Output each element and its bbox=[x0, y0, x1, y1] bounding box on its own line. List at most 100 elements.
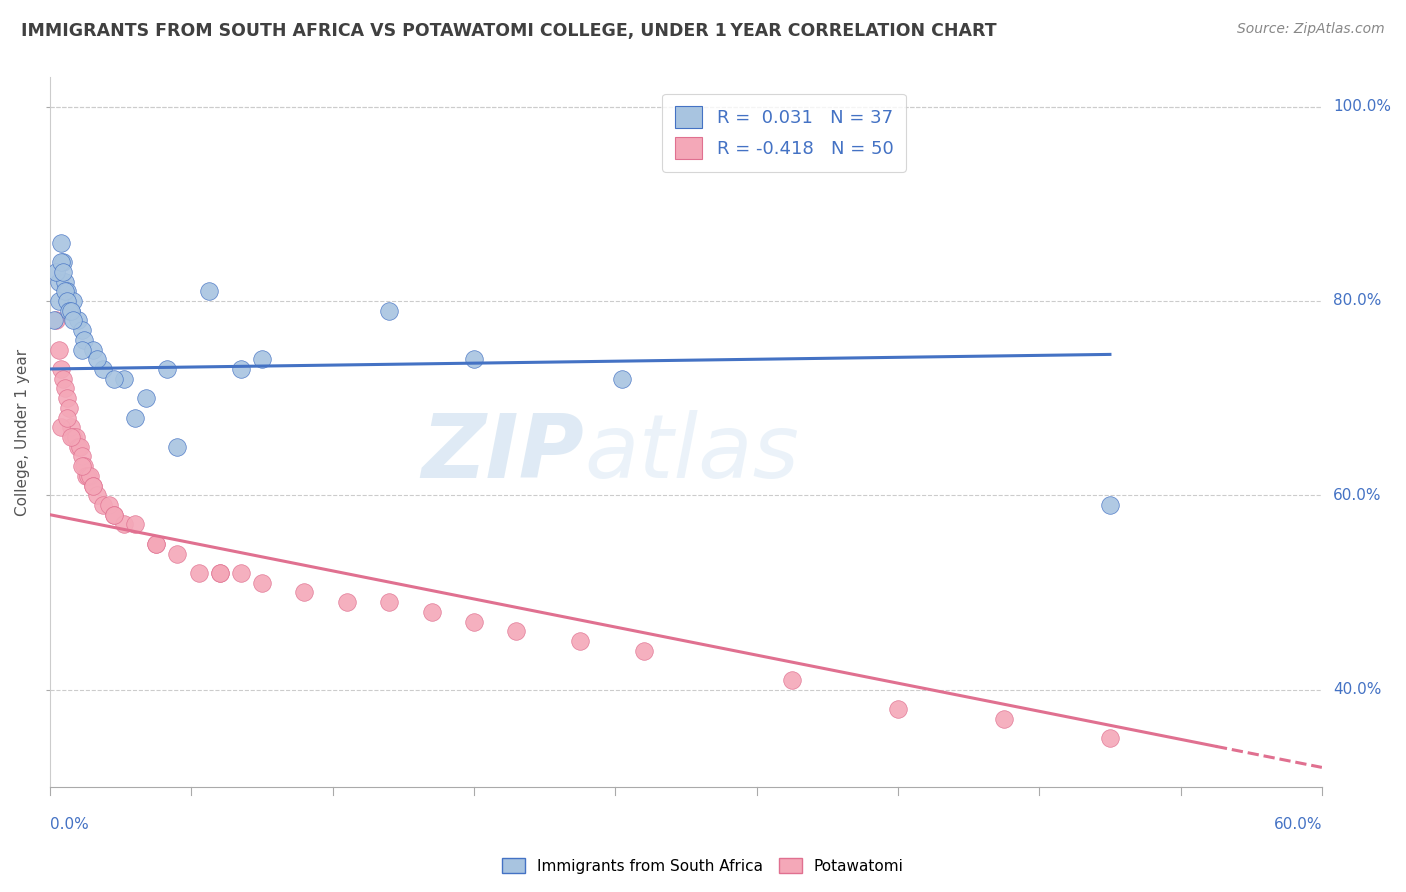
Point bbox=[56, 410, 79, 425]
Point bbox=[91, 362, 114, 376]
Text: atlas: atlas bbox=[585, 410, 799, 497]
Point bbox=[62, 430, 84, 444]
Point bbox=[60, 430, 83, 444]
Point bbox=[70, 323, 93, 337]
Point bbox=[250, 575, 273, 590]
Legend: R =  0.031   N = 37, R = -0.418   N = 50: R = 0.031 N = 37, R = -0.418 N = 50 bbox=[662, 94, 905, 172]
Point bbox=[103, 372, 125, 386]
Point bbox=[156, 362, 179, 376]
Point bbox=[49, 255, 72, 269]
Legend: Immigrants from South Africa, Potawatomi: Immigrants from South Africa, Potawatomi bbox=[496, 852, 910, 880]
Point bbox=[993, 712, 1015, 726]
Point bbox=[378, 595, 401, 609]
Point bbox=[612, 372, 634, 386]
Point bbox=[52, 265, 75, 279]
Point bbox=[166, 547, 188, 561]
Point bbox=[505, 624, 527, 639]
Point bbox=[77, 468, 100, 483]
Point bbox=[49, 235, 72, 250]
Point bbox=[198, 284, 221, 298]
Point bbox=[633, 644, 655, 658]
Text: 80.0%: 80.0% bbox=[1333, 293, 1381, 309]
Text: 0.0%: 0.0% bbox=[51, 817, 89, 832]
Point bbox=[73, 333, 96, 347]
Point bbox=[75, 468, 97, 483]
Point bbox=[60, 303, 83, 318]
Point bbox=[70, 459, 93, 474]
Point bbox=[56, 284, 79, 298]
Point bbox=[70, 450, 93, 464]
Text: 40.0%: 40.0% bbox=[1333, 682, 1381, 698]
Point bbox=[52, 372, 75, 386]
Point bbox=[52, 255, 75, 269]
Point bbox=[1098, 731, 1121, 746]
Point bbox=[134, 391, 156, 405]
Point bbox=[65, 430, 87, 444]
Point bbox=[45, 313, 67, 327]
Point bbox=[336, 595, 359, 609]
Point bbox=[62, 313, 84, 327]
Point bbox=[44, 313, 66, 327]
Text: ZIP: ZIP bbox=[422, 410, 585, 497]
Point bbox=[48, 275, 70, 289]
Point bbox=[145, 537, 167, 551]
Point bbox=[103, 508, 125, 522]
Text: IMMIGRANTS FROM SOUTH AFRICA VS POTAWATOMI COLLEGE, UNDER 1 YEAR CORRELATION CHA: IMMIGRANTS FROM SOUTH AFRICA VS POTAWATO… bbox=[21, 22, 997, 40]
Point bbox=[187, 566, 209, 580]
Point bbox=[73, 459, 96, 474]
Point bbox=[463, 615, 485, 629]
Point bbox=[62, 293, 84, 308]
Point bbox=[378, 303, 401, 318]
Point bbox=[82, 478, 104, 492]
Point bbox=[1098, 498, 1121, 512]
Point bbox=[82, 343, 104, 357]
Point bbox=[569, 634, 592, 648]
Point bbox=[48, 293, 70, 308]
Point bbox=[86, 352, 108, 367]
Point bbox=[112, 517, 135, 532]
Point bbox=[250, 352, 273, 367]
Point bbox=[48, 343, 70, 357]
Point bbox=[69, 440, 91, 454]
Point bbox=[66, 313, 89, 327]
Point bbox=[58, 303, 80, 318]
Point bbox=[103, 508, 125, 522]
Point bbox=[66, 440, 89, 454]
Point bbox=[53, 275, 76, 289]
Text: 60.0%: 60.0% bbox=[1274, 817, 1322, 832]
Point bbox=[58, 401, 80, 415]
Point bbox=[208, 566, 231, 580]
Point bbox=[124, 410, 146, 425]
Point bbox=[60, 420, 83, 434]
Point bbox=[463, 352, 485, 367]
Point bbox=[60, 303, 83, 318]
Point bbox=[166, 440, 188, 454]
Point bbox=[294, 585, 316, 599]
Y-axis label: College, Under 1 year: College, Under 1 year bbox=[15, 349, 30, 516]
Point bbox=[53, 284, 76, 298]
Point bbox=[780, 673, 803, 687]
Point bbox=[208, 566, 231, 580]
Text: Source: ZipAtlas.com: Source: ZipAtlas.com bbox=[1237, 22, 1385, 37]
Point bbox=[112, 372, 135, 386]
Point bbox=[45, 265, 67, 279]
Point bbox=[124, 517, 146, 532]
Point bbox=[56, 391, 79, 405]
Point bbox=[86, 488, 108, 502]
Point bbox=[98, 498, 121, 512]
Point bbox=[229, 566, 252, 580]
Point bbox=[53, 381, 76, 395]
Point bbox=[82, 478, 104, 492]
Point bbox=[91, 498, 114, 512]
Point bbox=[229, 362, 252, 376]
Text: 100.0%: 100.0% bbox=[1333, 99, 1391, 114]
Point bbox=[79, 468, 101, 483]
Point bbox=[887, 702, 910, 716]
Point bbox=[49, 362, 72, 376]
Text: 60.0%: 60.0% bbox=[1333, 488, 1382, 503]
Point bbox=[49, 420, 72, 434]
Point bbox=[70, 343, 93, 357]
Point bbox=[145, 537, 167, 551]
Point bbox=[420, 605, 443, 619]
Point bbox=[56, 293, 79, 308]
